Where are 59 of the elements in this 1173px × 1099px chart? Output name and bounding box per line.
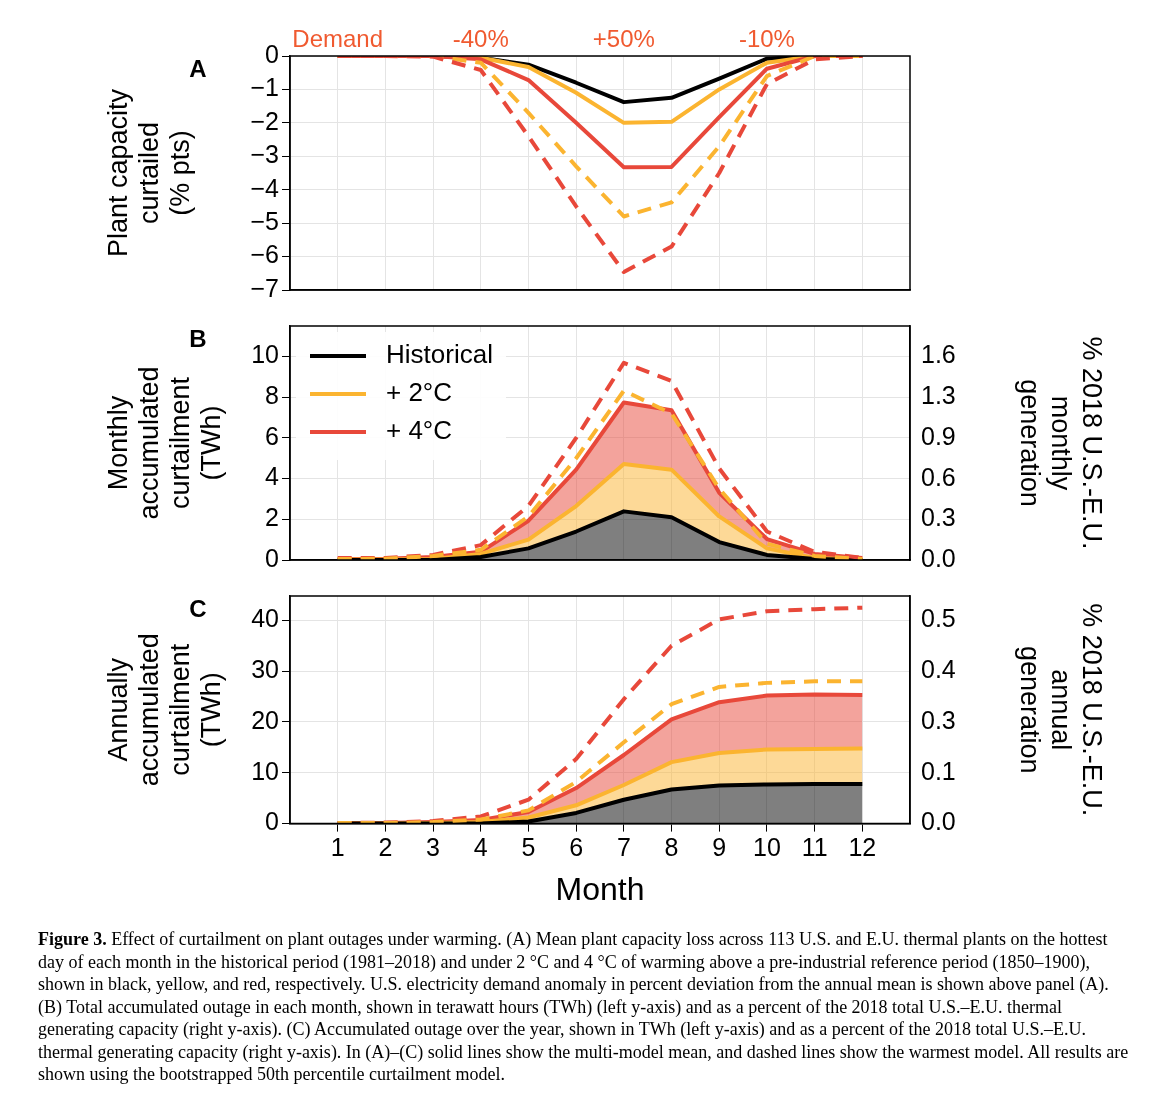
y-tick-label: −5 <box>250 207 279 236</box>
y-tick-label: 0 <box>265 39 279 68</box>
chart-title: A <box>189 54 207 82</box>
x-tick-label: 11 <box>801 833 828 862</box>
x-tick-label: 4 <box>473 833 488 862</box>
y-tick-label: 40 <box>251 604 279 633</box>
y-tick-label: −4 <box>250 173 280 202</box>
x-tick-label: 12 <box>848 833 877 862</box>
y-tick-label: −3 <box>250 140 279 169</box>
y2-axis-title: % 2018 U.S.-E.U. annual generation <box>1014 603 1108 817</box>
x-tick-label: 6 <box>569 833 584 862</box>
x-tick-label: 5 <box>521 833 536 862</box>
x-tick-label: 1 <box>330 833 345 862</box>
y-tick-label: 4 <box>265 462 280 491</box>
y2-tick-label: 0.3 <box>921 503 956 532</box>
y2-tick-label: 0.4 <box>921 655 956 684</box>
y-tick-label: 30 <box>251 655 279 684</box>
y-tick-label: 10 <box>251 756 279 785</box>
y-tick-label: 6 <box>265 421 279 450</box>
y2-tick-label: 0.3 <box>921 705 956 734</box>
x-axis-title: Month <box>555 870 645 907</box>
y-tick-label: −2 <box>250 106 279 135</box>
y-tick-label: −7 <box>250 273 279 302</box>
x-tick-label: 3 <box>426 833 441 862</box>
y2-tick-label: 0.5 <box>921 604 956 633</box>
y-tick-label: 0 <box>265 543 279 572</box>
caption: Figure 3. Effect of curtailment on plant outages under warming. (A) Mean plant capacity loss across 113 U.S. and E.U. thermal plants on the hottest day of each month in the historical period (1981–2018) and under 2 °C and 4 °C of warming above a pre-industrial reference period (1850–1900), shown in black, yellow, and red, respectively. U.S. electricity demand anomaly in percent deviation from the annual mean is shown above panel (A). (B) Total accumulated outage in each month, shown in terawatt hours (TWh) (left y-axis) and as a percent of the 2018 total U.S.–E.U. thermal generating capacity (right y-axis). (C) Accumulated outage over the year, shown in TWh (left y-axis) and as a percent of the 2018 total U.S.–E.U. thermal generating capacity (right y-axis). In (A)–(C) solid lines show the multi-model mean, and dashed lines show the warmest model. All results are shown using the bootstrapped 50th percentile curtailment model. <box>38 929 1129 1084</box>
y2-tick-label: 1.3 <box>921 381 956 410</box>
y2-tick-label: 1.6 <box>921 340 956 369</box>
y-tick-label: −6 <box>250 240 279 269</box>
y-tick-label: −1 <box>250 73 279 102</box>
y2-tick-label: 0.9 <box>921 421 956 450</box>
y2-tick-label: 0.0 <box>921 543 956 572</box>
x-tick-label: 9 <box>712 833 727 862</box>
chart-title: C <box>189 594 207 622</box>
y2-tick-label: 0.0 <box>921 807 956 836</box>
x-tick-label: 7 <box>616 833 631 862</box>
legend-label: Historical <box>386 339 493 370</box>
x-tick-label: 2 <box>378 833 393 862</box>
text: +50% <box>592 24 655 52</box>
text: -40% <box>452 24 509 52</box>
text: -10% <box>738 24 795 52</box>
y-tick-label: 2 <box>265 503 279 532</box>
x-tick-label: 8 <box>664 833 679 862</box>
x-tick-label: 10 <box>753 833 781 862</box>
chart-title: B <box>189 324 207 352</box>
y-tick-label: 8 <box>265 381 279 410</box>
y2-tick-label: 0.1 <box>921 756 956 785</box>
legend-label: + 2°C <box>386 377 453 408</box>
y2-axis-title: % 2018 U.S.-E.U. monthly generation <box>1014 336 1108 550</box>
y2-tick-label: 0.6 <box>921 462 956 491</box>
text: Demand <box>292 24 384 52</box>
y-tick-label: 10 <box>251 340 279 369</box>
y-axis-title: Monthly accumulated curtailment (TWh) <box>102 366 227 520</box>
legend-label: + 4°C <box>386 415 453 446</box>
y-axis-title: Annually accumulated curtailment (TWh) <box>102 633 227 787</box>
y-tick-label: 20 <box>251 705 279 734</box>
y-axis-title: Plant capacity curtailed (% pts) <box>102 88 196 258</box>
y-tick-label: 0 <box>265 807 279 836</box>
